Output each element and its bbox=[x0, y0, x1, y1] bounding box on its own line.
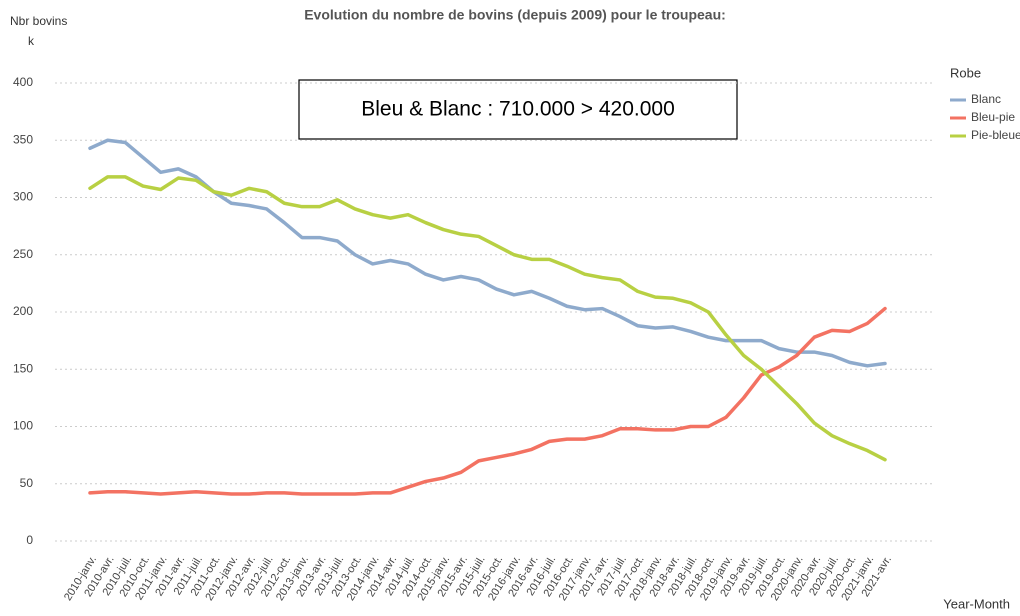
y-axis-unit: k bbox=[28, 34, 35, 48]
y-tick-label: 350 bbox=[13, 132, 33, 146]
legend-title: Robe bbox=[950, 65, 981, 80]
legend-label: Pie-bleue bbox=[971, 128, 1020, 142]
y-tick-label: 0 bbox=[26, 533, 33, 547]
series-line bbox=[88, 138, 887, 368]
legend-label: Blanc bbox=[971, 92, 1001, 106]
y-tick-label: 50 bbox=[20, 476, 34, 490]
series-line bbox=[88, 306, 887, 496]
y-axis-label: Nbr bovins bbox=[10, 14, 67, 28]
y-tick-label: 250 bbox=[13, 247, 33, 261]
y-tick-label: 400 bbox=[13, 75, 33, 89]
chart-title: Evolution du nombre de bovins (depuis 20… bbox=[304, 7, 726, 23]
y-tick-label: 200 bbox=[13, 304, 33, 318]
annotation-box bbox=[298, 79, 738, 140]
x-axis-label: Year-Month bbox=[943, 596, 1010, 611]
y-tick-label: 100 bbox=[13, 419, 33, 433]
annotation: Bleu & Blanc : 710.000 > 420.000 bbox=[361, 98, 675, 121]
y-tick-label: 300 bbox=[13, 190, 33, 204]
y-tick-label: 150 bbox=[13, 361, 33, 375]
legend-label: Bleu-pie bbox=[971, 110, 1015, 124]
series-line bbox=[88, 175, 887, 462]
